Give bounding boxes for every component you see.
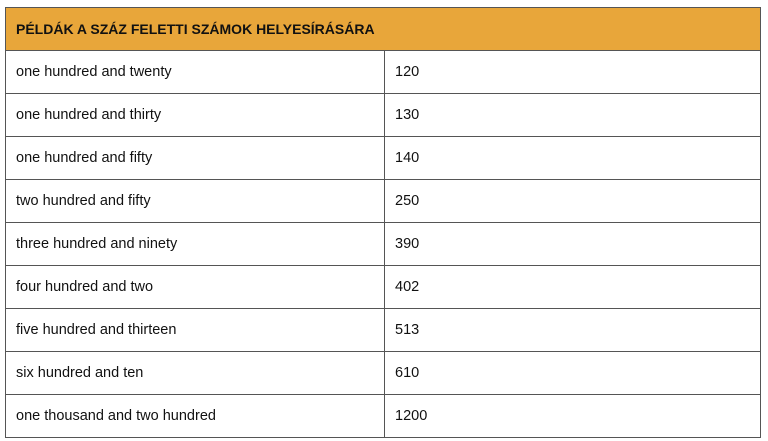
number-words: two hundred and fifty — [5, 179, 385, 223]
number-value: 250 — [384, 179, 761, 223]
table-row: one hundred and fifty 140 — [5, 136, 761, 180]
number-value: 130 — [384, 93, 761, 137]
number-value: 1200 — [384, 394, 761, 438]
number-words: three hundred and ninety — [5, 222, 385, 266]
number-words: one thousand and two hundred — [5, 394, 385, 438]
table-row: four hundred and two 402 — [5, 265, 761, 309]
number-words: one hundred and twenty — [5, 50, 385, 94]
number-value: 402 — [384, 265, 761, 309]
table-row: five hundred and thirteen 513 — [5, 308, 761, 352]
number-value: 120 — [384, 50, 761, 94]
table-header: PÉLDÁK A SZÁZ FELETTI SZÁMOK HELYESÍRÁSÁ… — [5, 7, 761, 51]
number-value: 610 — [384, 351, 761, 395]
number-value: 140 — [384, 136, 761, 180]
table-row: three hundred and ninety 390 — [5, 222, 761, 266]
number-value: 390 — [384, 222, 761, 266]
numbers-table: PÉLDÁK A SZÁZ FELETTI SZÁMOK HELYESÍRÁSÁ… — [5, 7, 761, 438]
table-row: one hundred and thirty 130 — [5, 93, 761, 137]
table-row: one thousand and two hundred 1200 — [5, 394, 761, 438]
table-row: one hundred and twenty 120 — [5, 50, 761, 94]
number-words: five hundred and thirteen — [5, 308, 385, 352]
table-row: six hundred and ten 610 — [5, 351, 761, 395]
number-words: one hundred and fifty — [5, 136, 385, 180]
number-words: one hundred and thirty — [5, 93, 385, 137]
number-words: four hundred and two — [5, 265, 385, 309]
number-words: six hundred and ten — [5, 351, 385, 395]
number-value: 513 — [384, 308, 761, 352]
table-row: two hundred and fifty 250 — [5, 179, 761, 223]
